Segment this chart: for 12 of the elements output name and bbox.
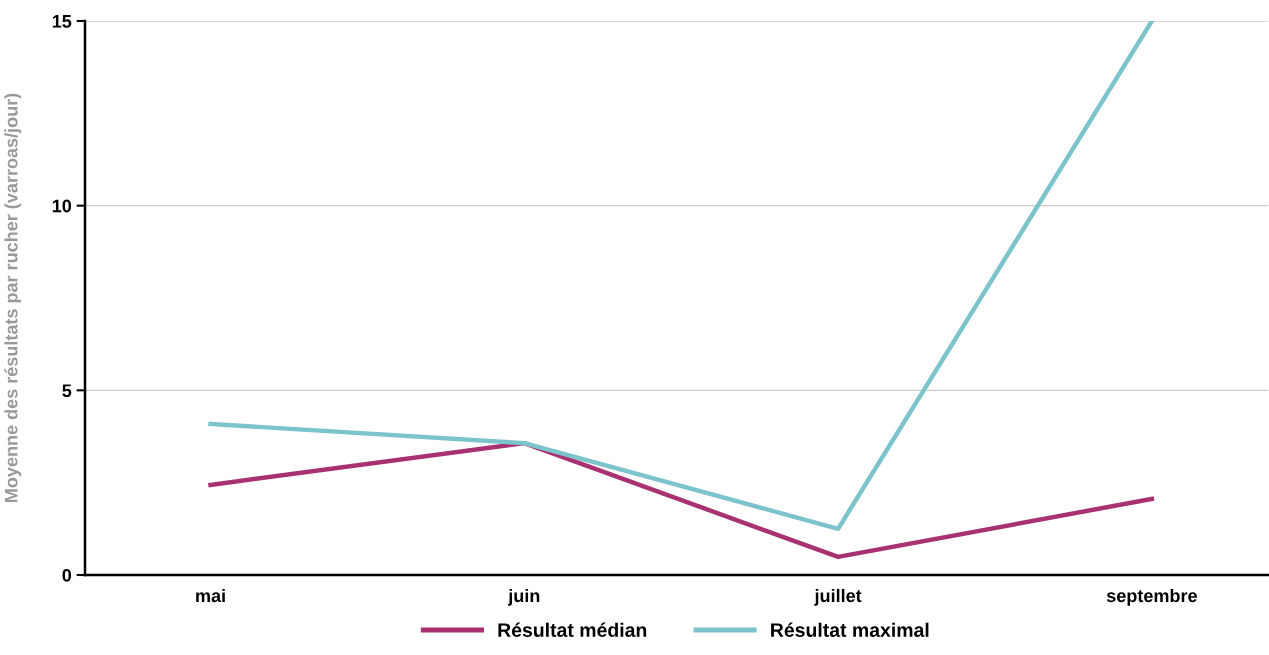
x-tick-label: juin: [507, 588, 540, 606]
y-tick-label: 0: [62, 568, 72, 582]
legend-label: Résultat maximal: [771, 622, 929, 637]
legend-label: Résultat médian: [498, 622, 647, 637]
y-tick-label: 10: [52, 199, 72, 213]
x-tick-label: mai: [196, 588, 225, 603]
y-axis-title: Moyenne des résultats par rucher (varroas/jour): [4, 93, 22, 502]
y-tick-label: 15: [52, 15, 72, 28]
line-series: [208, 21, 1155, 532]
x-tick-label: septembre: [1106, 588, 1197, 606]
y-tick-label: 5: [62, 384, 72, 398]
x-tick-label: juillet: [814, 588, 862, 606]
